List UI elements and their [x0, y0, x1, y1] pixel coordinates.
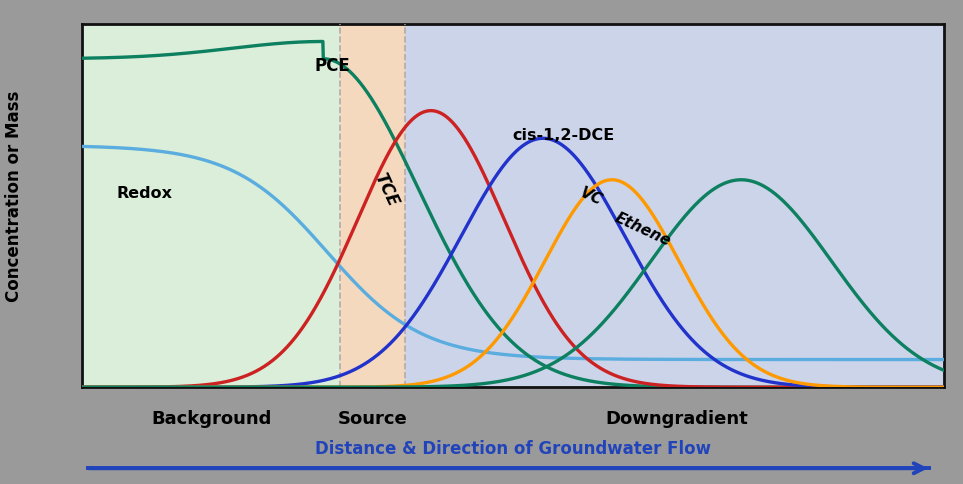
- Bar: [341, 24, 405, 387]
- Bar: [405, 24, 944, 387]
- Text: Downgradient: Downgradient: [605, 409, 748, 428]
- Text: cis-1,2-DCE: cis-1,2-DCE: [513, 128, 615, 143]
- Text: Redox: Redox: [117, 186, 172, 201]
- Text: Concentration or Mass: Concentration or Mass: [6, 91, 23, 302]
- Text: Source: Source: [337, 409, 407, 428]
- Text: TCE: TCE: [371, 170, 402, 210]
- Text: VC: VC: [578, 185, 605, 209]
- Text: PCE: PCE: [315, 58, 351, 76]
- Text: Background: Background: [151, 409, 272, 428]
- Text: Ethene: Ethene: [612, 210, 673, 249]
- Text: Distance & Direction of Groundwater Flow: Distance & Direction of Groundwater Flow: [315, 439, 711, 458]
- Bar: [82, 24, 341, 387]
